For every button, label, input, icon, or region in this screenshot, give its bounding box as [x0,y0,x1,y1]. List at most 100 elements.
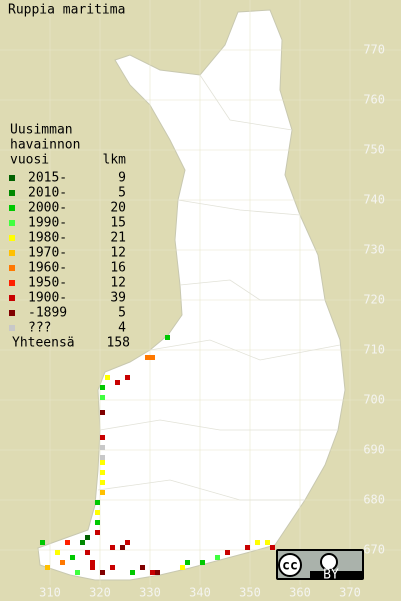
legend-swatch [9,295,15,301]
legend-count: 20 [110,201,126,216]
observation-square [245,545,250,550]
legend-count: 21 [110,231,126,246]
observation-square [180,565,185,570]
legend-label: 1950- [28,276,67,291]
observation-square [225,550,230,555]
observation-square [105,375,110,380]
legend-swatch [9,250,15,256]
observation-square [265,540,270,545]
observation-square [75,570,80,575]
observation-square [95,520,100,525]
x-grid-label: 360 [289,586,311,600]
legend-swatch [9,265,15,271]
y-grid-label: 770 [363,43,385,57]
legend-swatch [9,205,15,211]
observation-square [100,470,105,475]
legend-heading: Uusimman [10,123,73,138]
y-grid-label: 720 [363,293,385,307]
y-grid-label: 700 [363,393,385,407]
legend-label: 1970- [28,246,67,261]
y-grid-label: 680 [363,493,385,507]
y-grid-label: 710 [363,343,385,357]
legend-count: 16 [110,261,126,276]
legend-label: 1900- [28,291,67,306]
observation-square [140,565,145,570]
legend-count: 9 [118,171,126,186]
legend-count: 12 [110,276,126,291]
map-title: Ruppia maritima [8,3,125,18]
x-grid-label: 310 [39,586,61,600]
observation-square [90,560,95,565]
y-grid-label: 750 [363,143,385,157]
observation-square [215,555,220,560]
observation-square [60,560,65,565]
x-grid-label: 330 [139,586,161,600]
legend-swatch [9,325,15,331]
observation-square [40,540,45,545]
observation-square [185,560,190,565]
observation-square [125,540,130,545]
observation-square [255,540,260,545]
observation-square [100,435,105,440]
legend-swatch [9,220,15,226]
observation-square [100,445,105,450]
x-grid-label: 370 [339,586,361,600]
legend-total-label: Yhteensä [12,336,75,351]
observation-square [155,570,160,575]
x-grid-label: 340 [189,586,211,600]
observation-square [90,565,95,570]
observation-square [100,455,105,460]
observation-square [115,380,120,385]
x-grid-label: 320 [89,586,111,600]
legend-swatch [9,235,15,241]
observation-square [95,510,100,515]
observation-square [85,550,90,555]
y-grid-label: 760 [363,93,385,107]
legend-label: 1990- [28,216,67,231]
observation-square [45,565,50,570]
observation-square [150,355,155,360]
legend-count: 5 [118,306,126,321]
observation-square [150,570,155,575]
y-grid-label: 740 [363,193,385,207]
legend-label: 1960- [28,261,67,276]
legend-label: -1899 [28,306,67,321]
observation-square [100,460,105,465]
legend-label: 2010- [28,186,67,201]
observation-square [130,570,135,575]
x-grid-label: 350 [239,586,261,600]
observation-square [100,395,105,400]
legend-label: 2015- [28,171,67,186]
legend-label: 2000- [28,201,67,216]
legend-count: 15 [110,216,126,231]
observation-square [80,540,85,545]
legend-swatch [9,310,15,316]
y-grid-label: 690 [363,443,385,457]
observation-square [200,560,205,565]
legend-heading: havainnon [10,138,80,153]
legend-swatch [9,175,15,181]
observation-square [65,540,70,545]
observation-square [100,480,105,485]
svg-text:cc: cc [282,559,298,574]
legend-count: 12 [110,246,126,261]
observation-square [100,490,105,495]
observation-square [100,385,105,390]
legend-total: 158 [107,336,130,351]
legend-swatch [9,190,15,196]
observation-square [110,545,115,550]
observation-square [100,570,105,575]
observation-square [165,335,170,340]
license-badge: cc BY [276,549,364,583]
observation-square [85,535,90,540]
region-borders [97,74,341,501]
legend-label: 1980- [28,231,67,246]
observation-square [55,550,60,555]
observation-square [70,555,75,560]
observation-square [145,355,150,360]
legend-count: 5 [118,186,126,201]
observation-square [120,545,125,550]
y-grid-label: 670 [363,543,385,557]
observation-square [95,530,100,535]
observation-square [125,375,130,380]
